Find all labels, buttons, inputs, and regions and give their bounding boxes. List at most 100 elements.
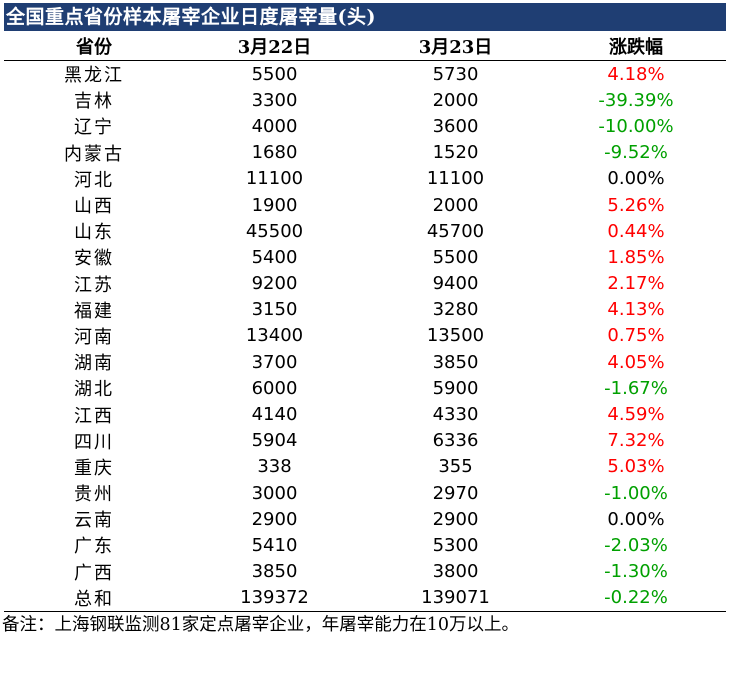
cell-change: 7.32% [607,430,665,452]
cell-change: -0.22% [546,584,726,612]
cell-province: 湖北 [74,379,114,401]
slaughter-table: 省份 3月22日 3月23日 涨跌幅 黑龙江 5500 5730 4.18% 吉林 330… [4,31,726,612]
cell-province: 山东 [74,222,114,244]
cell-mar23: 2000 [432,194,479,216]
cell-mar22: 4000 [251,115,298,137]
header-mar22: 3月22日 [184,31,365,61]
cell-change: 2.17% [607,273,665,295]
cell-province: 四川 [74,431,114,453]
cell-change: 4.05% [607,351,665,373]
cell-province: 江西 [74,405,114,427]
cell-change: 5.03% [607,456,665,478]
cell-mar22: 5400 [251,246,298,268]
cell-province: 山西 [74,196,114,218]
table-row: 辽宁 4000 3600 -10.00% [4,113,726,139]
cell-mar22: 45500 [245,220,304,242]
table-row: 总和 139372 139071 -0.22% [4,584,726,612]
cell-change: -1.00% [604,482,668,504]
cell-change: 1.85% [607,246,665,268]
table-row: 江西 4140 4330 4.59% [4,401,726,427]
cell-province: 总和 [4,584,184,612]
cell-province: 黑龙江 [64,65,124,87]
table-row: 湖北 6000 5900 -1.67% [4,375,726,401]
cell-mar22: 1680 [251,142,298,164]
cell-change: -10.00% [598,115,674,137]
cell-mar23: 2000 [432,89,479,111]
slaughter-table-panel: 全国重点省份样本屠宰企业日度屠宰量(头) 省份 3月22日 3月23日 涨跌幅 … [2,3,726,637]
table-row: 湖南 3700 3850 4.05% [4,349,726,375]
cell-mar23: 5730 [432,63,479,85]
cell-mar23: 5500 [432,246,479,268]
cell-province: 河北 [74,169,114,191]
cell-province: 安徽 [74,248,114,270]
cell-mar23: 11100 [426,168,485,190]
table-row: 重庆 338 355 5.03% [4,454,726,480]
cell-mar22: 5410 [251,534,298,556]
header-row: 省份 3月22日 3月23日 涨跌幅 [4,31,726,61]
cell-change: 0.44% [607,220,665,242]
cell-change: -39.39% [598,89,674,111]
cell-province: 湖南 [74,353,114,375]
cell-mar23: 355 [438,456,473,478]
cell-province: 福建 [74,300,114,322]
cell-mar23: 13500 [426,325,485,347]
table-title: 全国重点省份样本屠宰企业日度屠宰量(头) [4,3,726,31]
header-change: 涨跌幅 [546,31,726,61]
table-row: 黑龙江 5500 5730 4.18% [4,61,726,88]
cell-mar22: 9200 [251,273,298,295]
cell-mar23: 3600 [432,115,479,137]
cell-mar23: 5900 [432,377,479,399]
table-row: 山东 45500 45700 0.44% [4,218,726,244]
cell-mar23: 139071 [365,584,546,612]
cell-mar23: 3850 [432,351,479,373]
cell-change: 0.75% [607,325,665,347]
cell-change: -1.67% [604,377,668,399]
cell-province: 内蒙古 [64,143,124,165]
cell-mar22: 139372 [184,584,365,612]
cell-mar22: 3850 [251,561,298,583]
cell-change: 0.00% [607,508,665,530]
cell-change: 4.59% [607,404,665,426]
table-row: 贵州 3000 2970 -1.00% [4,480,726,506]
cell-mar23: 5300 [432,534,479,556]
table-row: 江苏 9200 9400 2.17% [4,271,726,297]
cell-mar23: 1520 [432,142,479,164]
cell-province: 吉林 [74,91,114,113]
table-row: 广西 3850 3800 -1.30% [4,559,726,585]
cell-mar22: 1900 [251,194,298,216]
cell-change: 5.26% [607,194,665,216]
cell-mar22: 338 [257,456,292,478]
cell-province: 广东 [74,536,114,558]
cell-mar23: 6336 [432,430,479,452]
cell-mar22: 3700 [251,351,298,373]
header-mar23: 3月23日 [365,31,546,61]
cell-mar22: 11100 [245,168,304,190]
cell-province: 辽宁 [74,117,114,139]
table-row: 安徽 5400 5500 1.85% [4,244,726,270]
cell-mar22: 5500 [251,63,298,85]
cell-province: 云南 [74,510,114,532]
table-row: 四川 5904 6336 7.32% [4,428,726,454]
header-province: 省份 [4,31,184,61]
cell-mar22: 3000 [251,482,298,504]
cell-mar23: 45700 [426,220,485,242]
cell-change: -2.03% [604,534,668,556]
cell-mar23: 3280 [432,299,479,321]
footnote: 备注：上海钢联监测81家定点屠宰企业，年屠宰能力在10万以上。 [2,614,520,635]
cell-province: 江苏 [74,274,114,296]
cell-province: 重庆 [74,457,114,479]
table-body: 黑龙江 5500 5730 4.18% 吉林 3300 2000 -39.39% 辽宁 4000 3… [4,61,726,612]
cell-mar23: 3800 [432,561,479,583]
table-row: 河南 13400 13500 0.75% [4,323,726,349]
cell-mar22: 5904 [251,430,298,452]
table-row: 河北 11100 11100 0.00% [4,166,726,192]
table-row: 福建 3150 3280 4.13% [4,297,726,323]
table-row: 云南 2900 2900 0.00% [4,506,726,532]
cell-mar22: 13400 [245,325,304,347]
cell-mar22: 3150 [251,299,298,321]
cell-change: 0.00% [607,168,665,190]
cell-mar22: 2900 [251,508,298,530]
table-row: 内蒙古 1680 1520 -9.52% [4,140,726,166]
cell-mar22: 6000 [251,377,298,399]
table-row: 吉林 3300 2000 -39.39% [4,87,726,113]
